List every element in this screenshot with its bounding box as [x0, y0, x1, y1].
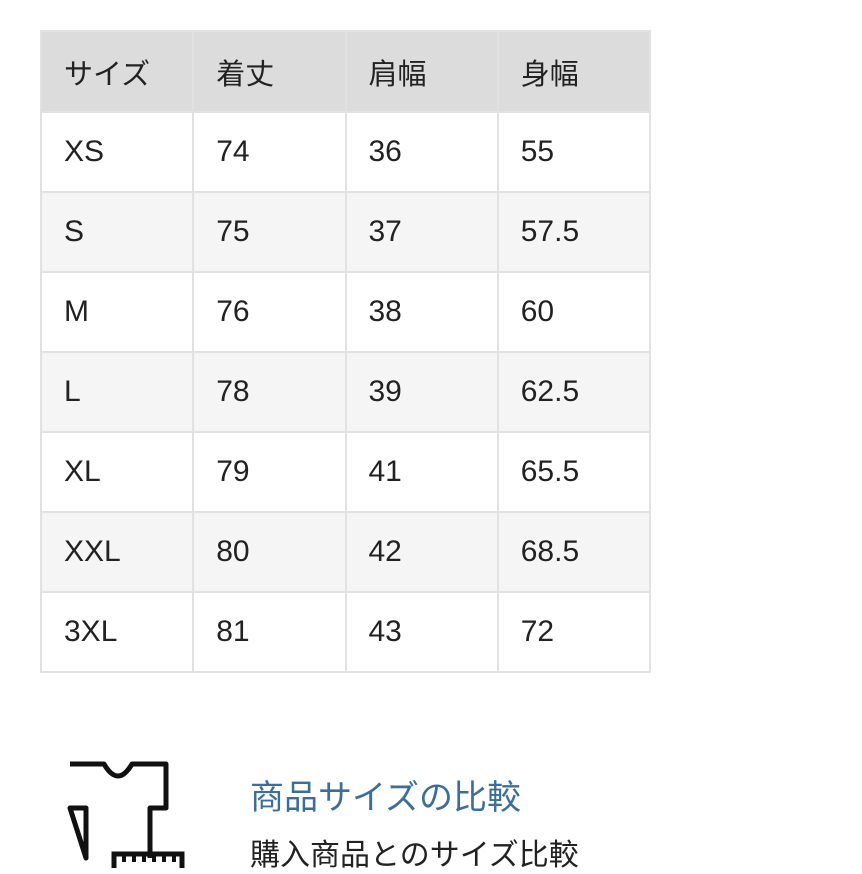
compare-size-link[interactable]: 商品サイズの比較: [250, 778, 521, 818]
table-cell: XL: [39, 431, 195, 513]
tshirt-ruler-icon: [67, 761, 185, 868]
table-cell: 79: [192, 431, 347, 513]
column-header: 肩幅: [344, 30, 499, 113]
table-row: L 78 39 62.5: [39, 351, 652, 433]
table-cell: 43: [344, 591, 499, 673]
table-row: XL 79 41 65.5: [39, 431, 652, 513]
table-cell: 74: [192, 111, 347, 193]
table-row: XXL 80 42 68.5: [39, 511, 652, 593]
column-header: 身幅: [496, 30, 652, 113]
table-cell: 37: [344, 191, 499, 273]
table-cell: 60: [496, 271, 652, 353]
table-cell: 72: [496, 591, 652, 673]
table-cell: 68.5: [496, 511, 652, 593]
table-cell: 42: [344, 511, 499, 593]
table-cell: 3XL: [39, 591, 195, 673]
table-header-row: サイズ 着丈 肩幅 身幅: [39, 30, 652, 113]
table-cell: 38: [344, 271, 499, 353]
table-cell: 76: [192, 271, 347, 353]
table-cell: 78: [192, 351, 347, 433]
column-header: サイズ: [39, 30, 195, 113]
table-row: 3XL 81 43 72: [39, 591, 652, 673]
table-cell: XXL: [39, 511, 195, 593]
size-chart-table: サイズ 着丈 肩幅 身幅 XS 74 36 55 S 75 37 57.5 M 76 38 60 L 78 39 6…: [39, 30, 652, 673]
table-cell: 65.5: [496, 431, 652, 513]
table-row: XS 74 36 55: [39, 111, 652, 193]
table-cell: 75: [192, 191, 347, 273]
table-cell: 57.5: [496, 191, 652, 273]
table-row: M 76 38 60: [39, 271, 652, 353]
table-cell: L: [39, 351, 195, 433]
table-row: S 75 37 57.5: [39, 191, 652, 273]
table-cell: M: [39, 271, 195, 353]
table-cell: 39: [344, 351, 499, 433]
table-cell: 81: [192, 591, 347, 673]
table-cell: S: [39, 191, 195, 273]
table-cell: XS: [39, 111, 195, 193]
table-cell: 55: [496, 111, 652, 193]
table-cell: 62.5: [496, 351, 652, 433]
table-cell: 80: [192, 511, 347, 593]
table-cell: 36: [344, 111, 499, 193]
column-header: 着丈: [192, 30, 347, 113]
compare-size-subtitle: 購入商品とのサイズ比較: [250, 838, 579, 873]
table-cell: 41: [344, 431, 499, 513]
